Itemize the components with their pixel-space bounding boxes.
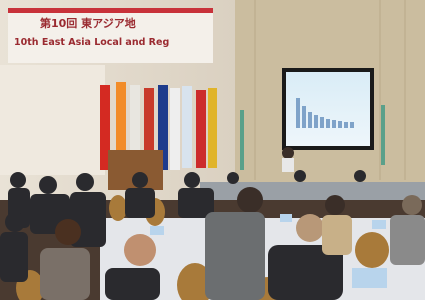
banner-stripe [8, 8, 213, 13]
page: 第10回 東アジア地 10th East Asia Local and Reg [0, 0, 425, 300]
lamp [381, 105, 385, 165]
curtain [0, 65, 105, 175]
photo: 第10回 東アジア地 10th East Asia Local and Reg [0, 0, 425, 300]
banner-title: 第10回 東アジア地 [40, 16, 136, 30]
lamp [240, 110, 244, 170]
banner-subtitle: 10th East Asia Local and Reg [14, 37, 169, 48]
